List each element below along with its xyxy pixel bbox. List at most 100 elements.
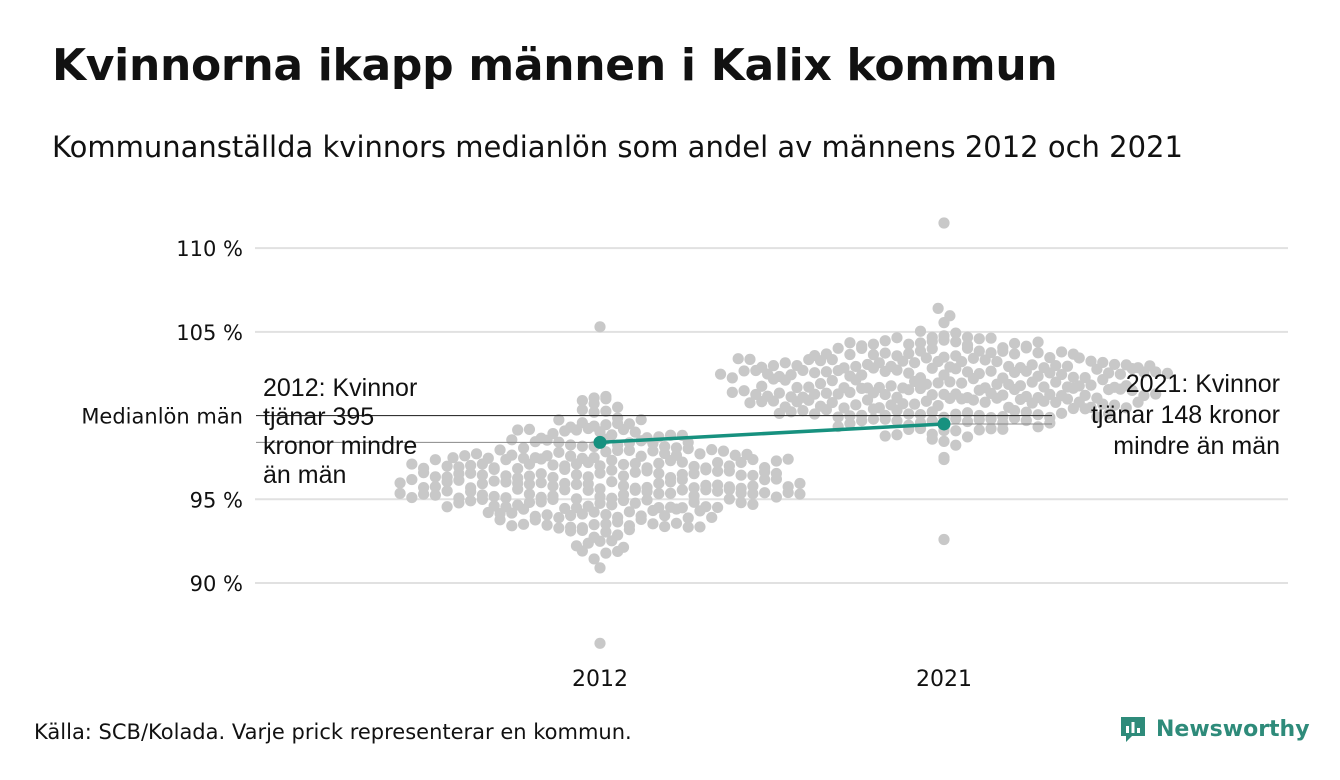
swarm-dot xyxy=(623,506,636,518)
swarm-dot xyxy=(688,482,700,494)
swarm-dot xyxy=(879,413,891,425)
swarm-dot xyxy=(517,442,530,454)
swarm-dot xyxy=(582,537,594,549)
swarm-dot xyxy=(717,445,730,457)
swarm-dot xyxy=(820,366,833,378)
swarm-dot xyxy=(476,478,488,490)
swarm-dot xyxy=(606,499,618,511)
swarm-dot xyxy=(861,394,874,406)
swarm-dot xyxy=(582,422,594,435)
swarm-dot xyxy=(576,508,588,520)
swarm-dot xyxy=(938,453,950,466)
swarm-dot xyxy=(441,485,453,497)
swarm-dot xyxy=(803,394,815,406)
swarm-dot xyxy=(826,375,838,387)
swarm-dot xyxy=(553,446,565,458)
swarm-dot xyxy=(559,484,571,496)
swarm-dot xyxy=(676,484,688,496)
swarm-dot xyxy=(523,470,536,482)
swarm-dot xyxy=(582,484,594,496)
swarm-dot xyxy=(641,486,653,498)
swarm-dot xyxy=(903,338,915,350)
swarm-dot xyxy=(867,403,880,415)
swarm-dot xyxy=(1114,383,1126,395)
swarm-dot xyxy=(453,497,465,509)
swarm-dot xyxy=(832,411,844,423)
swarm-dot xyxy=(682,512,694,524)
swarm-dot xyxy=(429,454,441,466)
x-tick-label: 2012 xyxy=(572,667,628,692)
swarm-dot xyxy=(723,493,735,505)
source-note: Källa: SCB/Kolada. Varje prick represent… xyxy=(34,720,632,744)
swarm-dot xyxy=(803,353,815,366)
swarm-dot xyxy=(814,378,827,390)
swarm-dot xyxy=(914,409,927,421)
swarm-dot xyxy=(759,487,771,499)
swarm-dot xyxy=(600,405,612,417)
swarm-dot xyxy=(447,452,459,464)
swarm-dot xyxy=(1020,342,1032,354)
swarm-dot xyxy=(1120,402,1132,414)
swarm-dot xyxy=(688,496,700,508)
swarm-dot xyxy=(867,349,880,361)
swarm-dot xyxy=(1044,367,1056,379)
swarm-dot xyxy=(891,364,903,376)
swarm-dot xyxy=(750,364,762,377)
swarm-dot xyxy=(594,483,606,495)
swarm-dot xyxy=(1161,367,1174,380)
swarm-dot xyxy=(670,503,683,515)
swarm-dot xyxy=(600,526,612,538)
swarm-dot xyxy=(1067,371,1079,383)
swarm-dot xyxy=(991,355,1003,368)
swarm-dot xyxy=(867,338,880,350)
swarm-dot xyxy=(588,553,600,565)
swarm-dot xyxy=(706,511,718,524)
swarm-dot xyxy=(517,503,530,515)
swarm-dot xyxy=(406,473,418,486)
swarm-dot xyxy=(394,477,406,489)
swarm-dot xyxy=(779,357,791,369)
swarm-dot xyxy=(794,488,806,500)
swarm-dot xyxy=(629,457,641,470)
swarm-dot xyxy=(997,345,1009,357)
swarm-dot xyxy=(418,467,430,479)
swarm-dot xyxy=(512,462,524,475)
swarm-dot xyxy=(617,423,630,436)
swarm-dot xyxy=(903,367,915,379)
swarm-dot xyxy=(659,520,671,533)
swarm-dot xyxy=(985,365,997,377)
swarm-dot xyxy=(779,374,791,386)
swarm-dot xyxy=(756,380,768,392)
swarm-dot xyxy=(565,439,577,451)
swarm-dot xyxy=(506,434,518,446)
swarm-dot xyxy=(903,408,915,420)
swarm-dot xyxy=(1108,399,1121,411)
swarm-dot xyxy=(1114,368,1126,380)
swarm-dot xyxy=(482,506,494,519)
swarm-dot xyxy=(429,489,441,501)
swarm-dot xyxy=(1085,355,1097,367)
swarm-dot xyxy=(926,362,938,374)
swarm-dot xyxy=(653,457,665,470)
swarm-dot xyxy=(488,463,500,475)
swarm-dot xyxy=(547,480,559,492)
swarm-dot xyxy=(735,487,747,499)
y-tick-label: 110 % xyxy=(176,237,243,261)
swarm-dot xyxy=(879,430,891,442)
swarm-dot xyxy=(553,522,565,534)
swarm-dot xyxy=(938,435,950,447)
swarm-dot xyxy=(744,397,756,409)
swarm-dot xyxy=(950,336,962,348)
swarm-dot xyxy=(1008,348,1021,360)
swarm-dot xyxy=(891,404,903,417)
swarm-dot xyxy=(979,396,991,408)
swarm-dot xyxy=(523,478,536,490)
swarm-dot xyxy=(950,363,962,375)
swarm-dot xyxy=(826,354,838,366)
swarm-dot xyxy=(470,448,483,460)
swarm-dot xyxy=(973,384,985,396)
swarm-dot xyxy=(606,476,618,488)
swarm-dot xyxy=(891,415,903,427)
swarm-dot xyxy=(1073,352,1085,364)
